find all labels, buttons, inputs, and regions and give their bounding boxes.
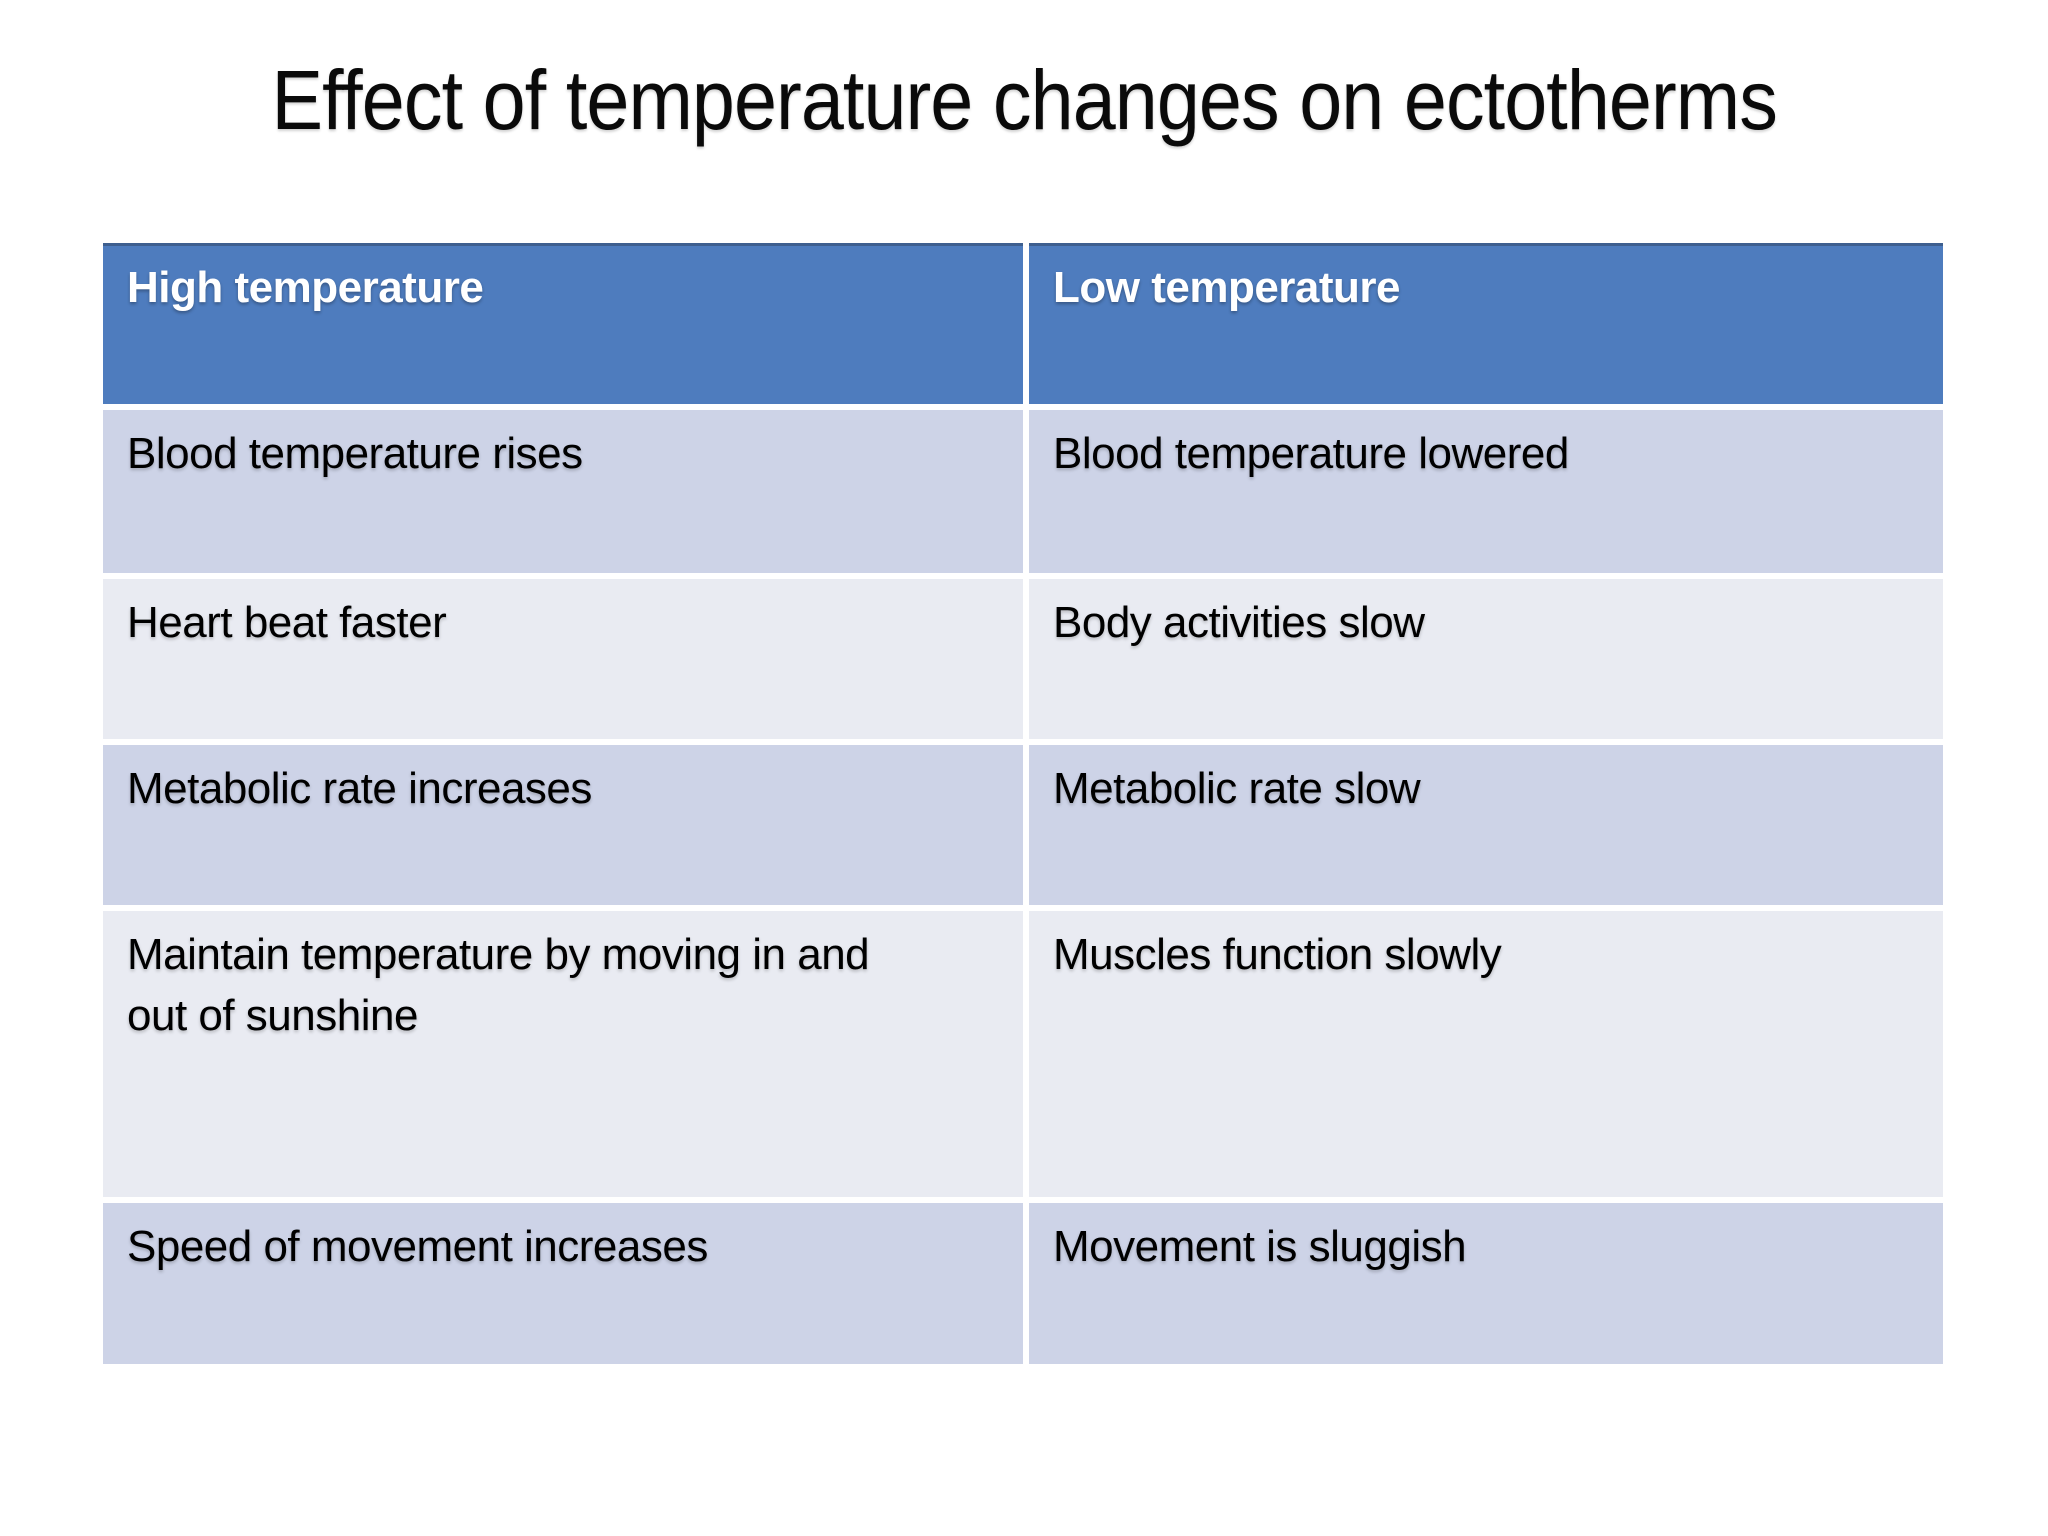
cell-text: Metabolic rate slow xyxy=(1053,764,1421,813)
cell-metabolic-rate-increases: Metabolic rate increases xyxy=(103,745,1023,905)
cell-text: Heart beat faster xyxy=(127,598,447,647)
cell-heart-beat-faster: Heart beat faster xyxy=(103,579,1023,739)
cell-maintain-temperature-by-moving: Maintain temperature by moving in and ou… xyxy=(103,911,1023,1197)
slide-title: Effect of temperature changes on ectothe… xyxy=(0,52,2048,149)
cell-metabolic-rate-slow: Metabolic rate slow xyxy=(1029,745,1943,905)
cell-speed-of-movement-increases: Speed of movement increases xyxy=(103,1203,1023,1364)
cell-text: Maintain temperature by moving in and ou… xyxy=(127,930,870,1040)
cell-text: Metabolic rate increases xyxy=(127,764,592,813)
cell-text: Movement is sluggish xyxy=(1053,1222,1467,1271)
cell-text: Muscles function slowly xyxy=(1053,930,1502,979)
cell-movement-is-sluggish: Movement is sluggish xyxy=(1029,1203,1943,1364)
comparison-table: High temperature Low temperature Blood t… xyxy=(103,243,1943,1364)
cell-text: Blood temperature rises xyxy=(127,429,583,478)
header-text: High temperature xyxy=(127,263,484,312)
header-text: Low temperature xyxy=(1053,263,1401,312)
slide-title-text: Effect of temperature changes on ectothe… xyxy=(271,53,1777,147)
cell-text: Body activities slow xyxy=(1053,598,1425,647)
cell-body-activities-slow: Body activities slow xyxy=(1029,579,1943,739)
table-header-high-temperature: High temperature xyxy=(103,243,1023,404)
cell-text: Speed of movement increases xyxy=(127,1222,708,1271)
cell-text: Blood temperature lowered xyxy=(1053,429,1569,478)
table-header-low-temperature: Low temperature xyxy=(1029,243,1943,404)
cell-blood-temperature-rises: Blood temperature rises xyxy=(103,410,1023,573)
cell-muscles-function-slowly: Muscles function slowly xyxy=(1029,911,1943,1197)
cell-blood-temperature-lowered: Blood temperature lowered xyxy=(1029,410,1943,573)
